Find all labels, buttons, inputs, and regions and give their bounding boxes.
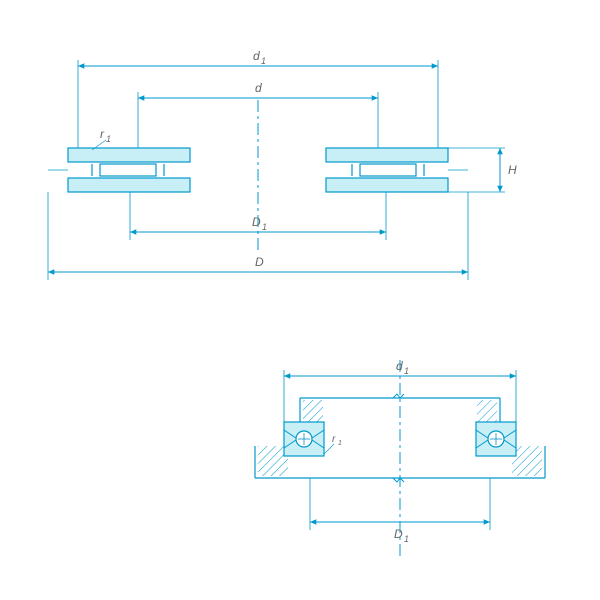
top-section-view: d 1 d r 1 H D 1 D bbox=[48, 49, 517, 280]
bottom-label-D1: D bbox=[394, 527, 403, 541]
bottom-label-d1-sub: 1 bbox=[404, 366, 409, 376]
lower-race-left bbox=[68, 178, 190, 192]
label-d1: d bbox=[253, 49, 260, 63]
bearing-right bbox=[476, 422, 516, 456]
lower-race-right bbox=[326, 178, 448, 192]
bottom-label-r1-sub: 1 bbox=[338, 440, 342, 447]
roller-right bbox=[360, 164, 416, 176]
label-r1-sub: 1 bbox=[106, 134, 111, 144]
bottom-label-d1: d bbox=[396, 359, 403, 373]
top-left-half bbox=[68, 148, 190, 192]
top-right-half bbox=[326, 148, 448, 192]
label-D1-sub: 1 bbox=[262, 222, 267, 232]
bottom-mounting-view: d 1 r 1 D 1 bbox=[255, 359, 545, 560]
upper-race-right bbox=[326, 148, 448, 162]
bottom-label-r1: r bbox=[332, 434, 336, 445]
label-D1: D bbox=[252, 215, 261, 229]
bearing-left bbox=[284, 422, 324, 456]
roller-left bbox=[100, 164, 156, 176]
label-d: d bbox=[255, 81, 262, 95]
label-H: H bbox=[508, 163, 517, 177]
upper-race-left bbox=[68, 148, 190, 162]
label-d1-sub: 1 bbox=[261, 56, 266, 66]
label-D: D bbox=[255, 255, 264, 269]
label-r1: r bbox=[100, 127, 105, 141]
bottom-label-D1-sub: 1 bbox=[404, 534, 409, 544]
